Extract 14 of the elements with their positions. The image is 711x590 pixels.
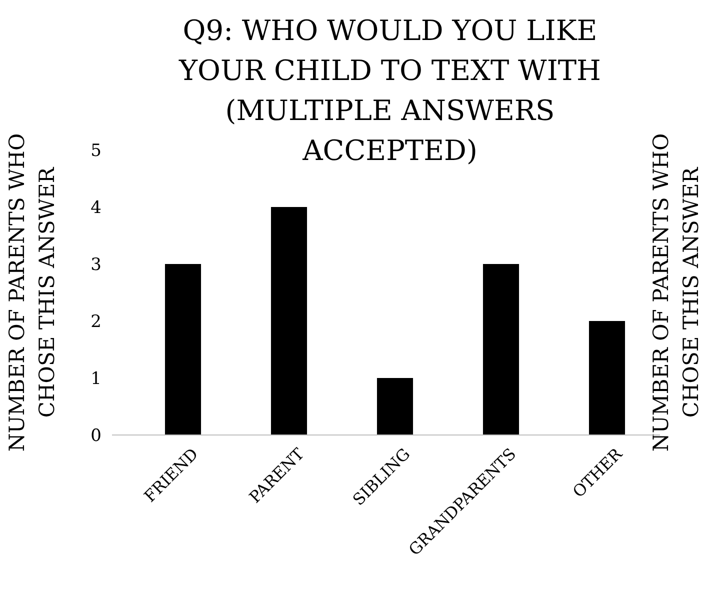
bar [376,378,414,435]
y-tick-label: 1 [90,368,102,389]
bar [164,264,202,435]
y-tick-label: 3 [90,254,102,275]
y2-axis-title: NUMBER OF PARENTS WHO CHOSE THIS ANSWER [649,133,703,452]
bar [270,207,308,435]
y-tick-label: 5 [90,140,102,161]
y-axis-title: NUMBER OF PARENTS WHO CHOSE THIS ANSWER [5,133,59,452]
bar [482,264,520,435]
y-tick-label: 4 [90,198,102,218]
y-tick-label: 2 [90,312,102,332]
chart-title: Q9: WHO WOULD YOU LIKE YOUR CHILD TO TEXT WITH (MULTIPLE ANSWERS ACCEPTED) [178,14,601,167]
bar [588,321,626,435]
y-tick-label: 0 [90,426,102,446]
